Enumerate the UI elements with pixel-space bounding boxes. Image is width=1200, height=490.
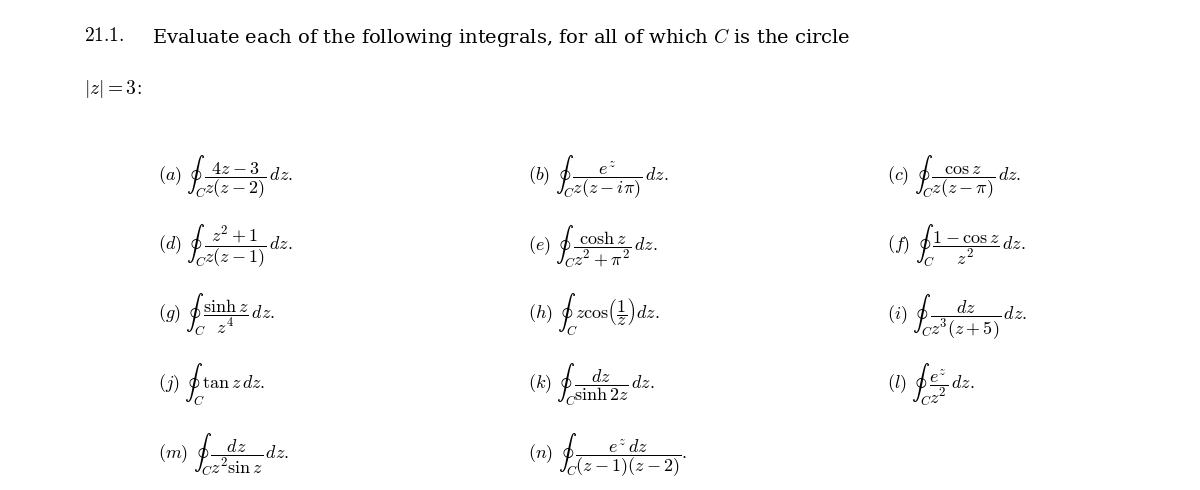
Text: $(j)\ \oint_C \tan z\,dz.$: $(j)\ \oint_C \tan z\,dz.$: [158, 362, 265, 408]
Text: $(i)\ \oint_C \dfrac{dz}{z^3(z+5)}\,dz.$: $(i)\ \oint_C \dfrac{dz}{z^3(z+5)}\,dz.$: [887, 293, 1027, 341]
Text: $(n)\ \oint_C \dfrac{e^z\,dz}{(z-1)(z-2)}.$: $(n)\ \oint_C \dfrac{e^z\,dz}{(z-1)(z-2)…: [528, 431, 688, 479]
Text: $(l)\ \oint_C \dfrac{e^z}{z^2}\,dz.$: $(l)\ \oint_C \dfrac{e^z}{z^2}\,dz.$: [887, 362, 974, 408]
Text: $(f)\ \oint_C \dfrac{1-\cos z}{z^2}\,dz.$: $(f)\ \oint_C \dfrac{1-\cos z}{z^2}\,dz.…: [887, 223, 1025, 269]
Text: $(a)\ \oint_C \dfrac{4z-3}{z(z-2)}\,dz.$: $(a)\ \oint_C \dfrac{4z-3}{z(z-2)}\,dz.$: [158, 153, 293, 201]
Text: $(b)\ \oint_C \dfrac{e^z}{z(z-i\pi)}\,dz.$: $(b)\ \oint_C \dfrac{e^z}{z(z-i\pi)}\,dz…: [528, 153, 668, 201]
Text: $(e)\ \oint_C \dfrac{\cosh z}{z^2+\pi^2}\,dz.$: $(e)\ \oint_C \dfrac{\cosh z}{z^2+\pi^2}…: [528, 223, 658, 269]
Text: $(c)\ \oint_C \dfrac{\cos z}{z(z-\pi)}\,dz.$: $(c)\ \oint_C \dfrac{\cos z}{z(z-\pi)}\,…: [887, 153, 1021, 201]
Text: Evaluate each of the following integrals, for all of which $C$ is the circle: Evaluate each of the following integrals…: [152, 26, 851, 49]
Text: $(h)\ \oint_C z\cos\!\left(\dfrac{1}{z}\right)dz.$: $(h)\ \oint_C z\cos\!\left(\dfrac{1}{z}\…: [528, 293, 660, 339]
Text: $(k)\ \oint_C \dfrac{dz}{\sinh 2z}\,dz.$: $(k)\ \oint_C \dfrac{dz}{\sinh 2z}\,dz.$: [528, 362, 655, 408]
Text: $|z| = 3\!:$: $|z| = 3\!:$: [84, 78, 142, 100]
Text: $(m)\ \oint_C \dfrac{dz}{z^2\sin z}\,dz.$: $(m)\ \oint_C \dfrac{dz}{z^2\sin z}\,dz.…: [158, 431, 289, 478]
Text: $(g)\ \oint_C \dfrac{\sinh z}{z^4}\,dz.$: $(g)\ \oint_C \dfrac{\sinh z}{z^4}\,dz.$: [158, 293, 275, 339]
Text: $\mathbf{21.1.}$: $\mathbf{21.1.}$: [84, 26, 125, 45]
Text: $(d)\ \oint_C \dfrac{z^2+1}{z(z-1)}\,dz.$: $(d)\ \oint_C \dfrac{z^2+1}{z(z-1)}\,dz.…: [158, 223, 293, 270]
